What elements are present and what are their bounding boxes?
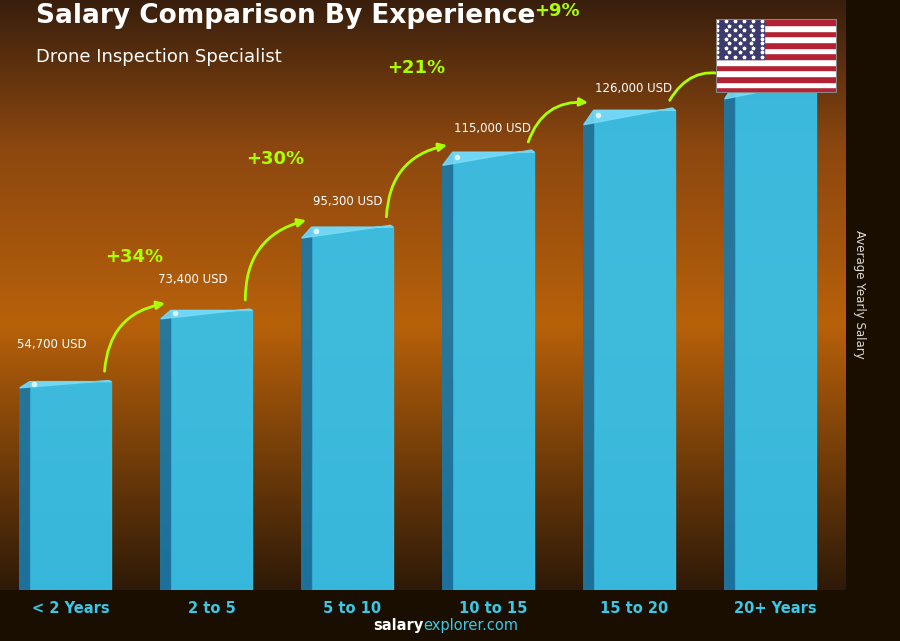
Text: salary: salary xyxy=(373,619,423,633)
Text: 133,000 USD: 133,000 USD xyxy=(736,58,813,71)
Bar xyxy=(716,53,837,59)
Polygon shape xyxy=(161,309,252,319)
Bar xyxy=(716,42,837,47)
Bar xyxy=(453,152,535,590)
Bar xyxy=(734,84,816,590)
Text: 73,400 USD: 73,400 USD xyxy=(158,272,228,286)
Bar xyxy=(716,65,837,71)
Polygon shape xyxy=(302,227,311,590)
Text: 54,700 USD: 54,700 USD xyxy=(17,338,86,351)
Polygon shape xyxy=(302,226,393,238)
Polygon shape xyxy=(724,81,816,99)
Bar xyxy=(30,381,112,590)
Bar xyxy=(311,227,393,590)
Bar xyxy=(716,37,837,42)
Polygon shape xyxy=(584,108,675,125)
Text: 115,000 USD: 115,000 USD xyxy=(454,122,531,135)
Text: Average Yearly Salary: Average Yearly Salary xyxy=(853,231,866,359)
Bar xyxy=(716,59,837,65)
Text: +21%: +21% xyxy=(387,60,445,78)
Polygon shape xyxy=(20,381,112,388)
Bar xyxy=(171,310,252,590)
Polygon shape xyxy=(161,310,171,590)
Text: +9%: +9% xyxy=(534,3,580,21)
Bar xyxy=(716,31,837,37)
Polygon shape xyxy=(724,84,734,590)
Bar xyxy=(716,87,837,93)
Polygon shape xyxy=(20,381,30,590)
Text: 126,000 USD: 126,000 USD xyxy=(595,82,672,95)
Bar xyxy=(716,19,764,59)
Polygon shape xyxy=(443,150,535,165)
Text: +34%: +34% xyxy=(105,248,163,266)
Text: Salary Comparison By Experience: Salary Comparison By Experience xyxy=(36,3,536,29)
Polygon shape xyxy=(443,152,453,590)
Bar xyxy=(716,71,837,76)
Bar xyxy=(716,19,837,25)
Text: Drone Inspection Specialist: Drone Inspection Specialist xyxy=(36,48,282,66)
Text: +30%: +30% xyxy=(246,149,304,168)
Bar xyxy=(594,110,675,590)
Polygon shape xyxy=(584,110,594,590)
Bar xyxy=(716,25,837,31)
Text: 95,300 USD: 95,300 USD xyxy=(313,195,382,208)
Bar xyxy=(716,47,837,53)
Bar xyxy=(716,81,837,87)
Text: explorer.com: explorer.com xyxy=(423,619,518,633)
Bar xyxy=(716,76,837,81)
